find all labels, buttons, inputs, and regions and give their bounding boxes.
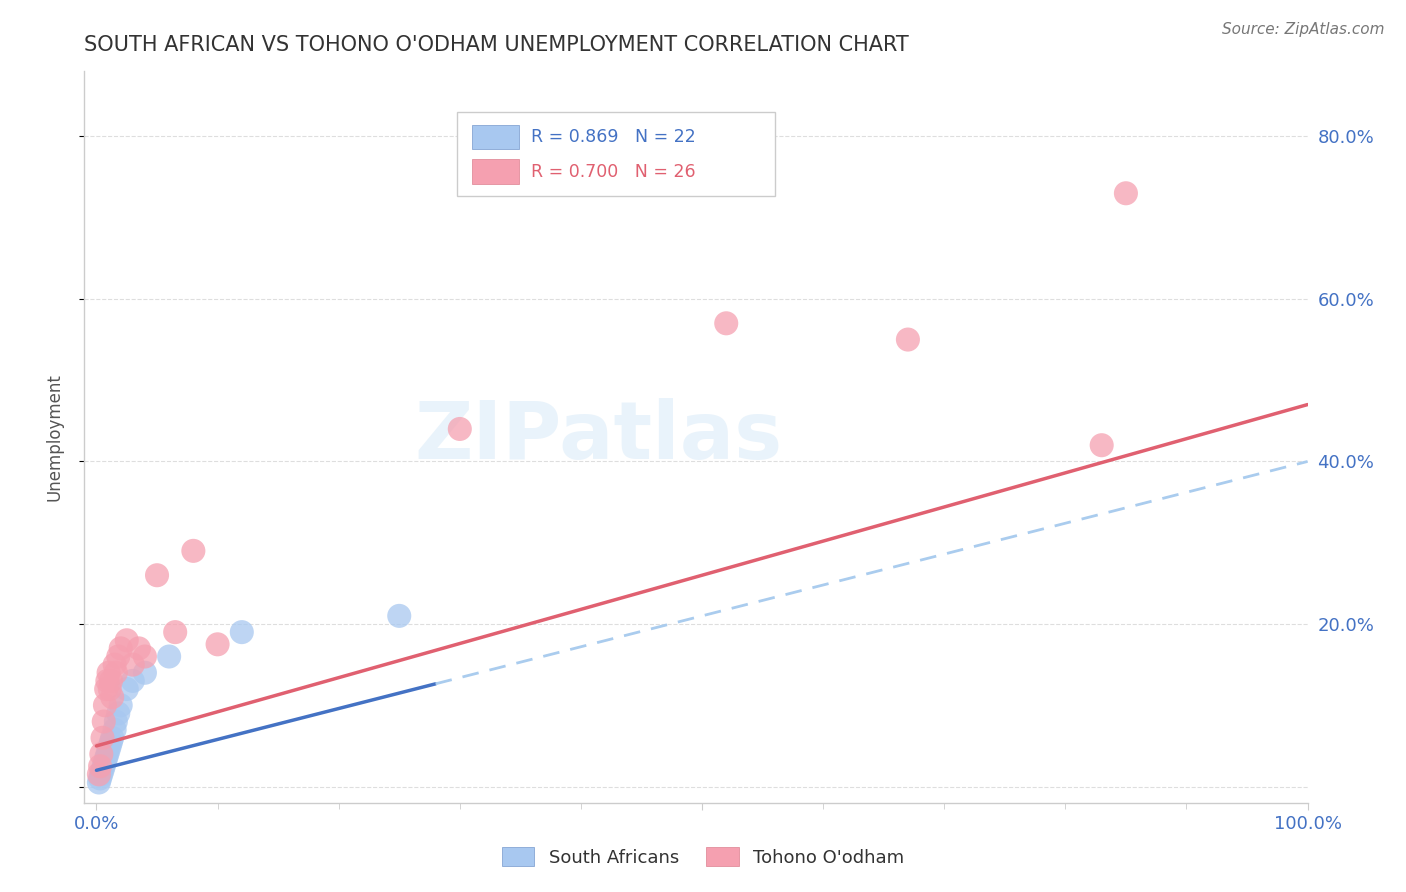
Point [98, 739, 121, 753]
Point [97, 743, 120, 757]
Point [897, 333, 920, 347]
Point [91, 731, 114, 745]
Point [1115, 186, 1137, 201]
Bar [472, 125, 519, 149]
Point [165, 625, 187, 640]
Point [449, 422, 471, 436]
Point [98, 681, 121, 696]
Text: ZIPatlas: ZIPatlas [413, 398, 782, 476]
Point [91, 764, 114, 778]
Point [104, 723, 127, 737]
Point [207, 637, 229, 651]
Point [115, 681, 138, 696]
Point [96, 681, 118, 696]
Point [90, 767, 112, 781]
Point [110, 698, 132, 713]
Point [94, 755, 117, 769]
Text: R = 0.869   N = 22: R = 0.869 N = 22 [531, 128, 696, 146]
Y-axis label: Unemployment: Unemployment [45, 373, 63, 501]
Point [96, 751, 118, 765]
Point [89, 759, 111, 773]
Point [104, 657, 127, 672]
Point [94, 698, 117, 713]
Text: Source: ZipAtlas.com: Source: ZipAtlas.com [1222, 22, 1385, 37]
Point [100, 673, 122, 688]
Point [87, 767, 110, 781]
Point [101, 690, 124, 705]
Point [107, 649, 129, 664]
Point [115, 633, 138, 648]
Point [134, 649, 156, 664]
Point [121, 673, 143, 688]
Point [146, 568, 169, 582]
Point [93, 759, 115, 773]
Point [157, 649, 180, 664]
Point [96, 747, 118, 761]
Point [110, 641, 132, 656]
Point [100, 735, 122, 749]
Point [121, 657, 143, 672]
Text: SOUTH AFRICAN VS TOHONO O'ODHAM UNEMPLOYMENT CORRELATION CHART: SOUTH AFRICAN VS TOHONO O'ODHAM UNEMPLOY… [84, 35, 910, 54]
Point [1091, 438, 1114, 452]
Point [90, 747, 112, 761]
Text: R = 0.700   N = 26: R = 0.700 N = 26 [531, 162, 696, 180]
Point [134, 665, 156, 680]
Point [87, 775, 110, 789]
Point [183, 544, 205, 558]
Point [89, 772, 111, 786]
Point [231, 625, 253, 640]
Point [97, 665, 120, 680]
Point [104, 665, 127, 680]
Point [93, 714, 115, 729]
Point [128, 641, 150, 656]
Bar [472, 160, 519, 184]
Point [107, 706, 129, 721]
Point [96, 673, 118, 688]
Point [101, 731, 124, 745]
Point [716, 316, 738, 330]
Point [104, 714, 127, 729]
Point [388, 608, 411, 623]
Legend: South Africans, Tohono O'odham: South Africans, Tohono O'odham [495, 840, 911, 874]
FancyBboxPatch shape [457, 112, 776, 195]
